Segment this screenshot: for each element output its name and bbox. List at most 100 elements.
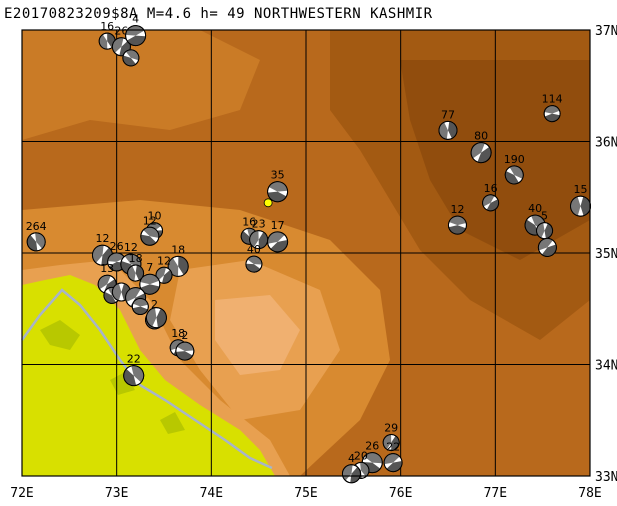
focal-mechanism	[249, 230, 269, 250]
focal-mechanism	[175, 341, 195, 361]
beachball-compression	[125, 49, 139, 61]
beachball-compression	[482, 194, 495, 207]
event-depth-label: 114	[542, 93, 563, 106]
y-tick-label: 33N	[595, 470, 617, 485]
beachball-rim	[123, 365, 145, 387]
beachball-compression	[477, 146, 492, 163]
event-depth-label: 40	[247, 243, 261, 256]
beachball-compression	[505, 171, 519, 184]
event-depth-label: 26	[365, 440, 379, 453]
event-depth-label: 10	[148, 210, 162, 223]
beachball-compression	[258, 231, 268, 249]
beachball-compression	[486, 199, 499, 211]
event-depth-label: 13	[100, 262, 114, 275]
beachball-compression	[570, 196, 581, 216]
focal-mechanism	[382, 434, 400, 452]
beachball-compression	[104, 291, 116, 304]
beachball-compression	[146, 307, 157, 327]
beachball-rim	[122, 49, 140, 67]
beachball-compression	[122, 55, 136, 66]
beachball-compression	[383, 434, 392, 450]
x-tick-label: 72E	[10, 486, 33, 501]
beachball-compression	[580, 196, 591, 216]
event-depth-label: 29	[384, 422, 398, 435]
beachball-compression	[342, 464, 353, 481]
focal-mechanism	[26, 232, 46, 252]
y-tick-label: 34N	[595, 359, 617, 374]
x-tick-label: 77E	[484, 486, 507, 501]
beachball-compression	[391, 435, 400, 451]
beachball-compression	[245, 263, 261, 273]
focal-mechanism	[245, 255, 263, 273]
beachball-compression	[364, 452, 383, 464]
event-depth-label: 77	[441, 108, 455, 121]
beachball-compression	[449, 216, 467, 226]
event-depth-label: 23	[252, 218, 266, 231]
focal-mechanism	[123, 365, 145, 387]
event-depth-label: 22	[127, 353, 141, 366]
event-depth-label: 16	[242, 215, 256, 228]
map-frame	[21, 29, 591, 477]
y-tick-label: 35N	[595, 247, 617, 262]
beachball-compression	[509, 165, 524, 179]
event-depth-label: 26	[114, 25, 128, 38]
beachball-rim	[341, 464, 361, 484]
lowland-patches	[40, 320, 185, 434]
beachball-compression	[360, 462, 369, 477]
beachball-rim	[438, 120, 458, 140]
event-depth-label: 18	[129, 252, 143, 265]
event-depth-label: 2	[151, 298, 158, 311]
beachball-rim	[267, 181, 289, 203]
focal-mechanism	[383, 453, 403, 473]
beachball-compression	[125, 287, 141, 302]
beachball-rim	[543, 105, 561, 123]
focal-mechanism	[98, 32, 116, 50]
focal-mechanism	[145, 307, 167, 329]
event-depth-label: 7	[146, 261, 153, 274]
event-depth-label: 4	[132, 13, 139, 26]
beachball-rim	[537, 237, 557, 257]
map-title: E20170823209$8A M=4.6 h= 49 NORTHWESTERN…	[4, 6, 433, 22]
focal-mechanism	[543, 105, 561, 123]
beachball-rim	[383, 453, 403, 473]
beachball-compression	[92, 245, 104, 263]
beachball-rim	[167, 255, 189, 277]
focal-mechanism	[341, 464, 361, 484]
focal-mechanism	[122, 49, 140, 67]
beachball-compression	[350, 466, 361, 483]
beachball-compression	[156, 308, 167, 328]
beachball-compression	[126, 35, 146, 46]
beachball-compression	[127, 265, 136, 281]
beachball-compression	[175, 351, 193, 361]
y-tick-label: 36N	[595, 136, 617, 151]
beachball-compression	[140, 284, 160, 295]
beachball-rim	[504, 165, 524, 185]
terrain-northwest	[22, 30, 260, 140]
beachball-compression	[544, 113, 560, 122]
event-depth-label: 17	[271, 219, 285, 232]
beachball-compression	[112, 283, 122, 301]
beachball-compression	[27, 235, 38, 251]
beachball-compression	[178, 256, 189, 275]
event-depth-label: 4	[348, 452, 355, 465]
beachball-compression	[98, 275, 111, 290]
event-depth-label: 20	[354, 449, 368, 462]
event-depth-label: 12	[124, 241, 138, 254]
beachball-compression	[135, 265, 144, 281]
event-depth-label: 18	[171, 243, 185, 256]
x-tick-label: 78E	[578, 486, 601, 501]
beachball-rim	[139, 273, 161, 295]
beachball-compression	[140, 234, 157, 246]
event-depth-label: 16	[100, 20, 114, 33]
beachball-compression	[132, 298, 149, 307]
beachball-compression	[267, 231, 285, 244]
beachball-compression	[448, 225, 466, 235]
longitude-tick-labels: 72E 73E 74E 75E 76E 77E 78E	[10, 486, 601, 501]
beachball-rim	[536, 222, 554, 240]
beachball-rim	[447, 215, 467, 235]
focal-mechanism	[267, 181, 289, 203]
beachball-compression	[471, 142, 485, 159]
event-depth-label: 264	[26, 220, 47, 233]
focal-mechanism	[139, 273, 161, 295]
x-tick-label: 74E	[200, 486, 223, 501]
